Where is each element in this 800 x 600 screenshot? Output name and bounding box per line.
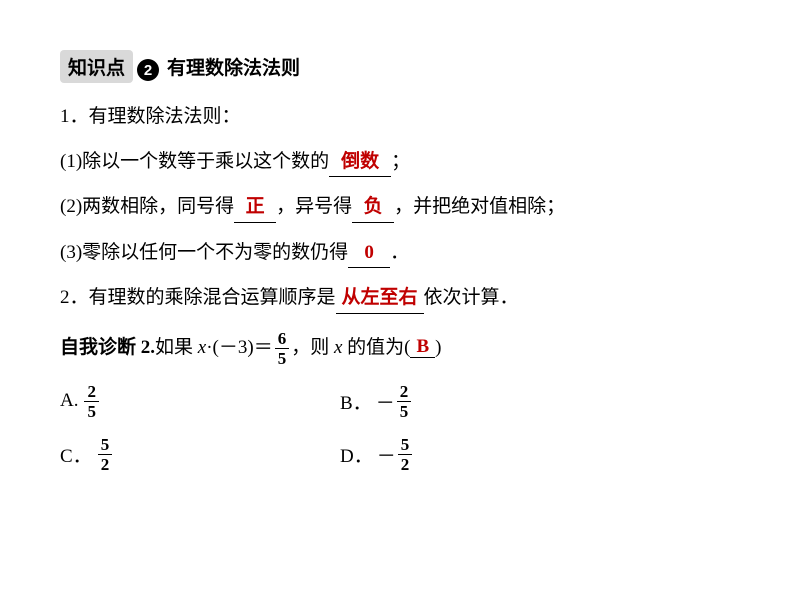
- q-answer: B: [410, 336, 435, 358]
- q-frac-num: 6: [275, 330, 290, 349]
- choice-b-den: 5: [397, 402, 412, 420]
- choice-c-label: C．: [60, 441, 92, 468]
- section-header: 知识点 2 有理数除法法则: [60, 50, 740, 83]
- q-frac-den: 5: [275, 349, 290, 367]
- rule-4: 2．有理数的乘除混合运算顺序是从左至右依次计算．: [60, 284, 740, 314]
- choice-a-label: A.: [60, 390, 78, 412]
- choice-b: B． － 25: [340, 383, 620, 420]
- rule-1-post: ；: [391, 151, 410, 172]
- rule-3-pre: (3)零除以任何一个不为零的数仍得: [60, 242, 348, 263]
- section-title: 有理数除法法则: [167, 58, 300, 79]
- q-pre: 如果: [155, 336, 198, 357]
- choice-a-num: 2: [84, 383, 99, 402]
- rule-1-text: (1)除以一个数等于乘以这个数的: [60, 151, 329, 172]
- blank-order: 从左至右: [336, 284, 424, 314]
- choice-c-den: 2: [98, 455, 113, 473]
- self-check-label: 自我诊断 2.: [60, 336, 155, 357]
- rule-2-pre: (2)两数相除，同号得: [60, 196, 234, 217]
- blank-reciprocal: 倒数: [329, 148, 391, 178]
- choice-d-den: 2: [398, 455, 413, 473]
- choices-grid: A. 25 B． － 25 C． 52 D． － 52: [60, 383, 740, 473]
- knowledge-badge: 知识点: [60, 50, 133, 83]
- choice-a-den: 5: [84, 402, 99, 420]
- rule-3: (3)零除以任何一个不为零的数仍得0．: [60, 239, 740, 269]
- choice-a-frac: 25: [84, 383, 99, 420]
- self-check: 自我诊断 2.如果 x·(－3)＝65，则 x 的值为(B): [60, 330, 740, 367]
- blank-positive: 正: [234, 193, 276, 223]
- q-var: x: [198, 336, 206, 357]
- choice-b-frac: 25: [397, 383, 412, 420]
- choice-d-neg: －: [377, 441, 396, 468]
- choice-d-frac: 52: [398, 436, 413, 473]
- choice-d-label: D．: [340, 441, 373, 468]
- blank-negative: 负: [352, 193, 394, 223]
- q-close: ): [435, 336, 441, 357]
- choice-b-num: 2: [397, 383, 412, 402]
- q-post: 的值为(: [342, 336, 410, 357]
- rule-2: (2)两数相除，同号得正，异号得负，并把绝对值相除；: [60, 193, 740, 223]
- rule-2-mid: ，异号得: [276, 196, 352, 217]
- q-mid1: ·(－3)＝: [206, 336, 272, 357]
- choice-d-num: 5: [398, 436, 413, 455]
- rule-1: (1)除以一个数等于乘以这个数的倒数；: [60, 148, 740, 178]
- rule-3-post: ．: [390, 242, 409, 263]
- rule-intro: 1．有理数除法法则：: [60, 103, 740, 132]
- blank-zero: 0: [348, 239, 390, 269]
- choice-d: D． － 52: [340, 436, 620, 473]
- choice-c-frac: 52: [98, 436, 113, 473]
- rule-4-post: 依次计算．: [424, 287, 519, 308]
- q-mid2: ，则: [291, 336, 334, 357]
- choice-b-label: B．: [340, 388, 372, 415]
- q-fraction: 65: [275, 330, 290, 367]
- rule-4-pre: 2．有理数的乘除混合运算顺序是: [60, 287, 336, 308]
- choice-c-num: 5: [98, 436, 113, 455]
- choice-b-neg: －: [376, 388, 395, 415]
- rule-2-post: ，并把绝对值相除；: [394, 196, 565, 217]
- choice-c: C． 52: [60, 436, 340, 473]
- circle-number: 2: [137, 59, 159, 81]
- choice-a: A. 25: [60, 383, 340, 420]
